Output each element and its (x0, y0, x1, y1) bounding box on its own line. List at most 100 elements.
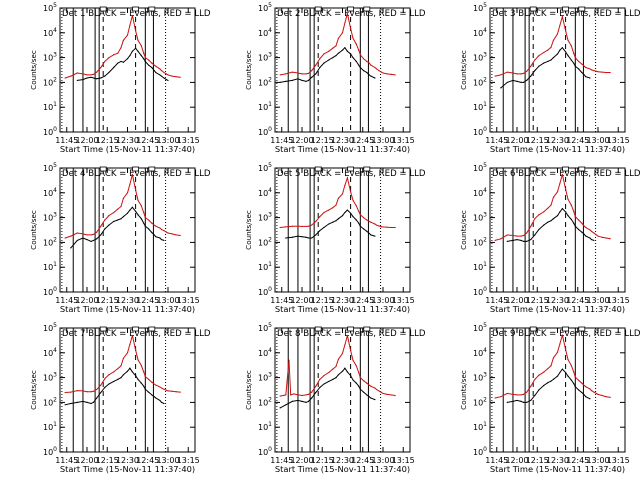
data-point-lld (595, 70, 597, 72)
y-tick-label: 105 (258, 322, 272, 333)
x-tick-label: 13:15 (177, 456, 200, 465)
data-point-lld (323, 53, 325, 55)
data-point-lld (543, 211, 545, 213)
data-point-lld (328, 209, 330, 211)
data-point-events (155, 71, 157, 74)
data-point-events (341, 215, 344, 217)
data-point-events (301, 400, 303, 402)
y-tick-label: 102 (473, 236, 487, 247)
panel-title: Det 1 BLACK = Events, RED = LLD (62, 9, 211, 19)
data-point-lld (370, 221, 372, 223)
data-point-events (583, 233, 585, 236)
data-point-lld (337, 358, 340, 360)
y-tick-label: 104 (43, 187, 57, 198)
data-point-lld (315, 385, 317, 387)
plot-frame (489, 167, 626, 293)
x-tick-label: 12:15 (311, 456, 334, 465)
data-point-events (120, 60, 122, 63)
x-axis-label: Start Time (15-Nov-11 11:37:40) (275, 304, 410, 314)
data-point-events (92, 401, 95, 403)
x-tick-label: 12:00 (75, 456, 98, 465)
data-point-lld (147, 378, 150, 380)
data-point-events (129, 55, 131, 57)
data-point-events (344, 367, 346, 369)
data-point-lld (561, 173, 563, 176)
data-point-events (570, 59, 572, 61)
data-point-events (355, 219, 357, 221)
data-point-events (350, 212, 352, 214)
data-point-events (512, 79, 514, 82)
data-point-events (552, 378, 555, 380)
y-tick-label: 101 (258, 421, 272, 432)
data-point-lld (129, 343, 131, 345)
x-tick-label: 12:45 (351, 136, 374, 145)
data-point-lld (113, 54, 115, 56)
marker-box (148, 6, 156, 12)
y-tick-label: 102 (43, 396, 57, 407)
data-point-lld (368, 220, 370, 223)
data-point-events (279, 407, 281, 409)
data-point-lld (315, 220, 317, 223)
data-point-events (144, 225, 146, 227)
data-point-events (307, 237, 310, 239)
data-point-lld (120, 365, 122, 367)
data-point-lld (530, 385, 532, 387)
series-line-lld (279, 335, 396, 397)
data-point-lld (96, 71, 98, 73)
data-point-lld (552, 196, 555, 199)
data-point-events (332, 221, 334, 223)
x-axis-label: Start Time (15-Nov-11 11:37:40) (275, 464, 410, 474)
data-point-events (137, 378, 139, 380)
data-point-events (323, 383, 325, 385)
data-point-events (86, 77, 88, 79)
data-point-lld (117, 208, 119, 210)
series-line-events (285, 209, 376, 239)
data-point-events (291, 79, 293, 82)
data-point-lld (135, 189, 137, 191)
x-tick-label: 12:00 (290, 136, 313, 145)
data-point-events (346, 371, 348, 373)
x-tick-label: 12:30 (331, 136, 354, 145)
marker-box (314, 326, 322, 332)
data-point-lld (153, 383, 155, 385)
data-point-events (70, 247, 72, 249)
series-line-lld (494, 334, 611, 399)
data-point-events (530, 399, 532, 402)
data-point-events (137, 214, 139, 216)
data-point-events (160, 75, 163, 77)
data-point-lld (512, 72, 514, 74)
data-point-events (122, 374, 125, 376)
data-point-lld (534, 218, 536, 220)
data-point-lld (344, 344, 346, 346)
data-point-events (565, 51, 567, 53)
data-point-lld (328, 371, 330, 374)
data-point-events (355, 60, 357, 63)
y-tick-label: 100 (258, 286, 272, 297)
x-tick-label: 12:15 (311, 136, 334, 145)
data-point-lld (605, 237, 607, 239)
data-point-lld (359, 214, 361, 216)
data-point-events (319, 229, 321, 232)
data-point-lld (589, 68, 591, 70)
data-point-lld (305, 73, 307, 75)
data-point-lld (366, 382, 368, 384)
data-point-lld (279, 395, 281, 397)
data-point-events (362, 391, 365, 393)
y-tick-label: 105 (473, 2, 487, 13)
data-point-events (129, 367, 131, 369)
data-point-events (337, 218, 340, 220)
data-point-events (122, 215, 125, 218)
data-point-lld (344, 22, 346, 24)
data-point-lld (143, 52, 145, 54)
x-tick-label: 12:00 (75, 136, 98, 145)
y-tick-label: 103 (258, 52, 272, 63)
panel-title: Det 8 BLACK = Events, RED = LLD (277, 329, 426, 339)
data-point-events (307, 79, 310, 82)
x-tick-label: 13:15 (607, 456, 630, 465)
data-point-events (64, 404, 66, 406)
data-point-lld (368, 62, 370, 64)
data-point-events (341, 49, 344, 51)
data-point-lld (573, 52, 575, 54)
data-point-lld (319, 378, 321, 380)
